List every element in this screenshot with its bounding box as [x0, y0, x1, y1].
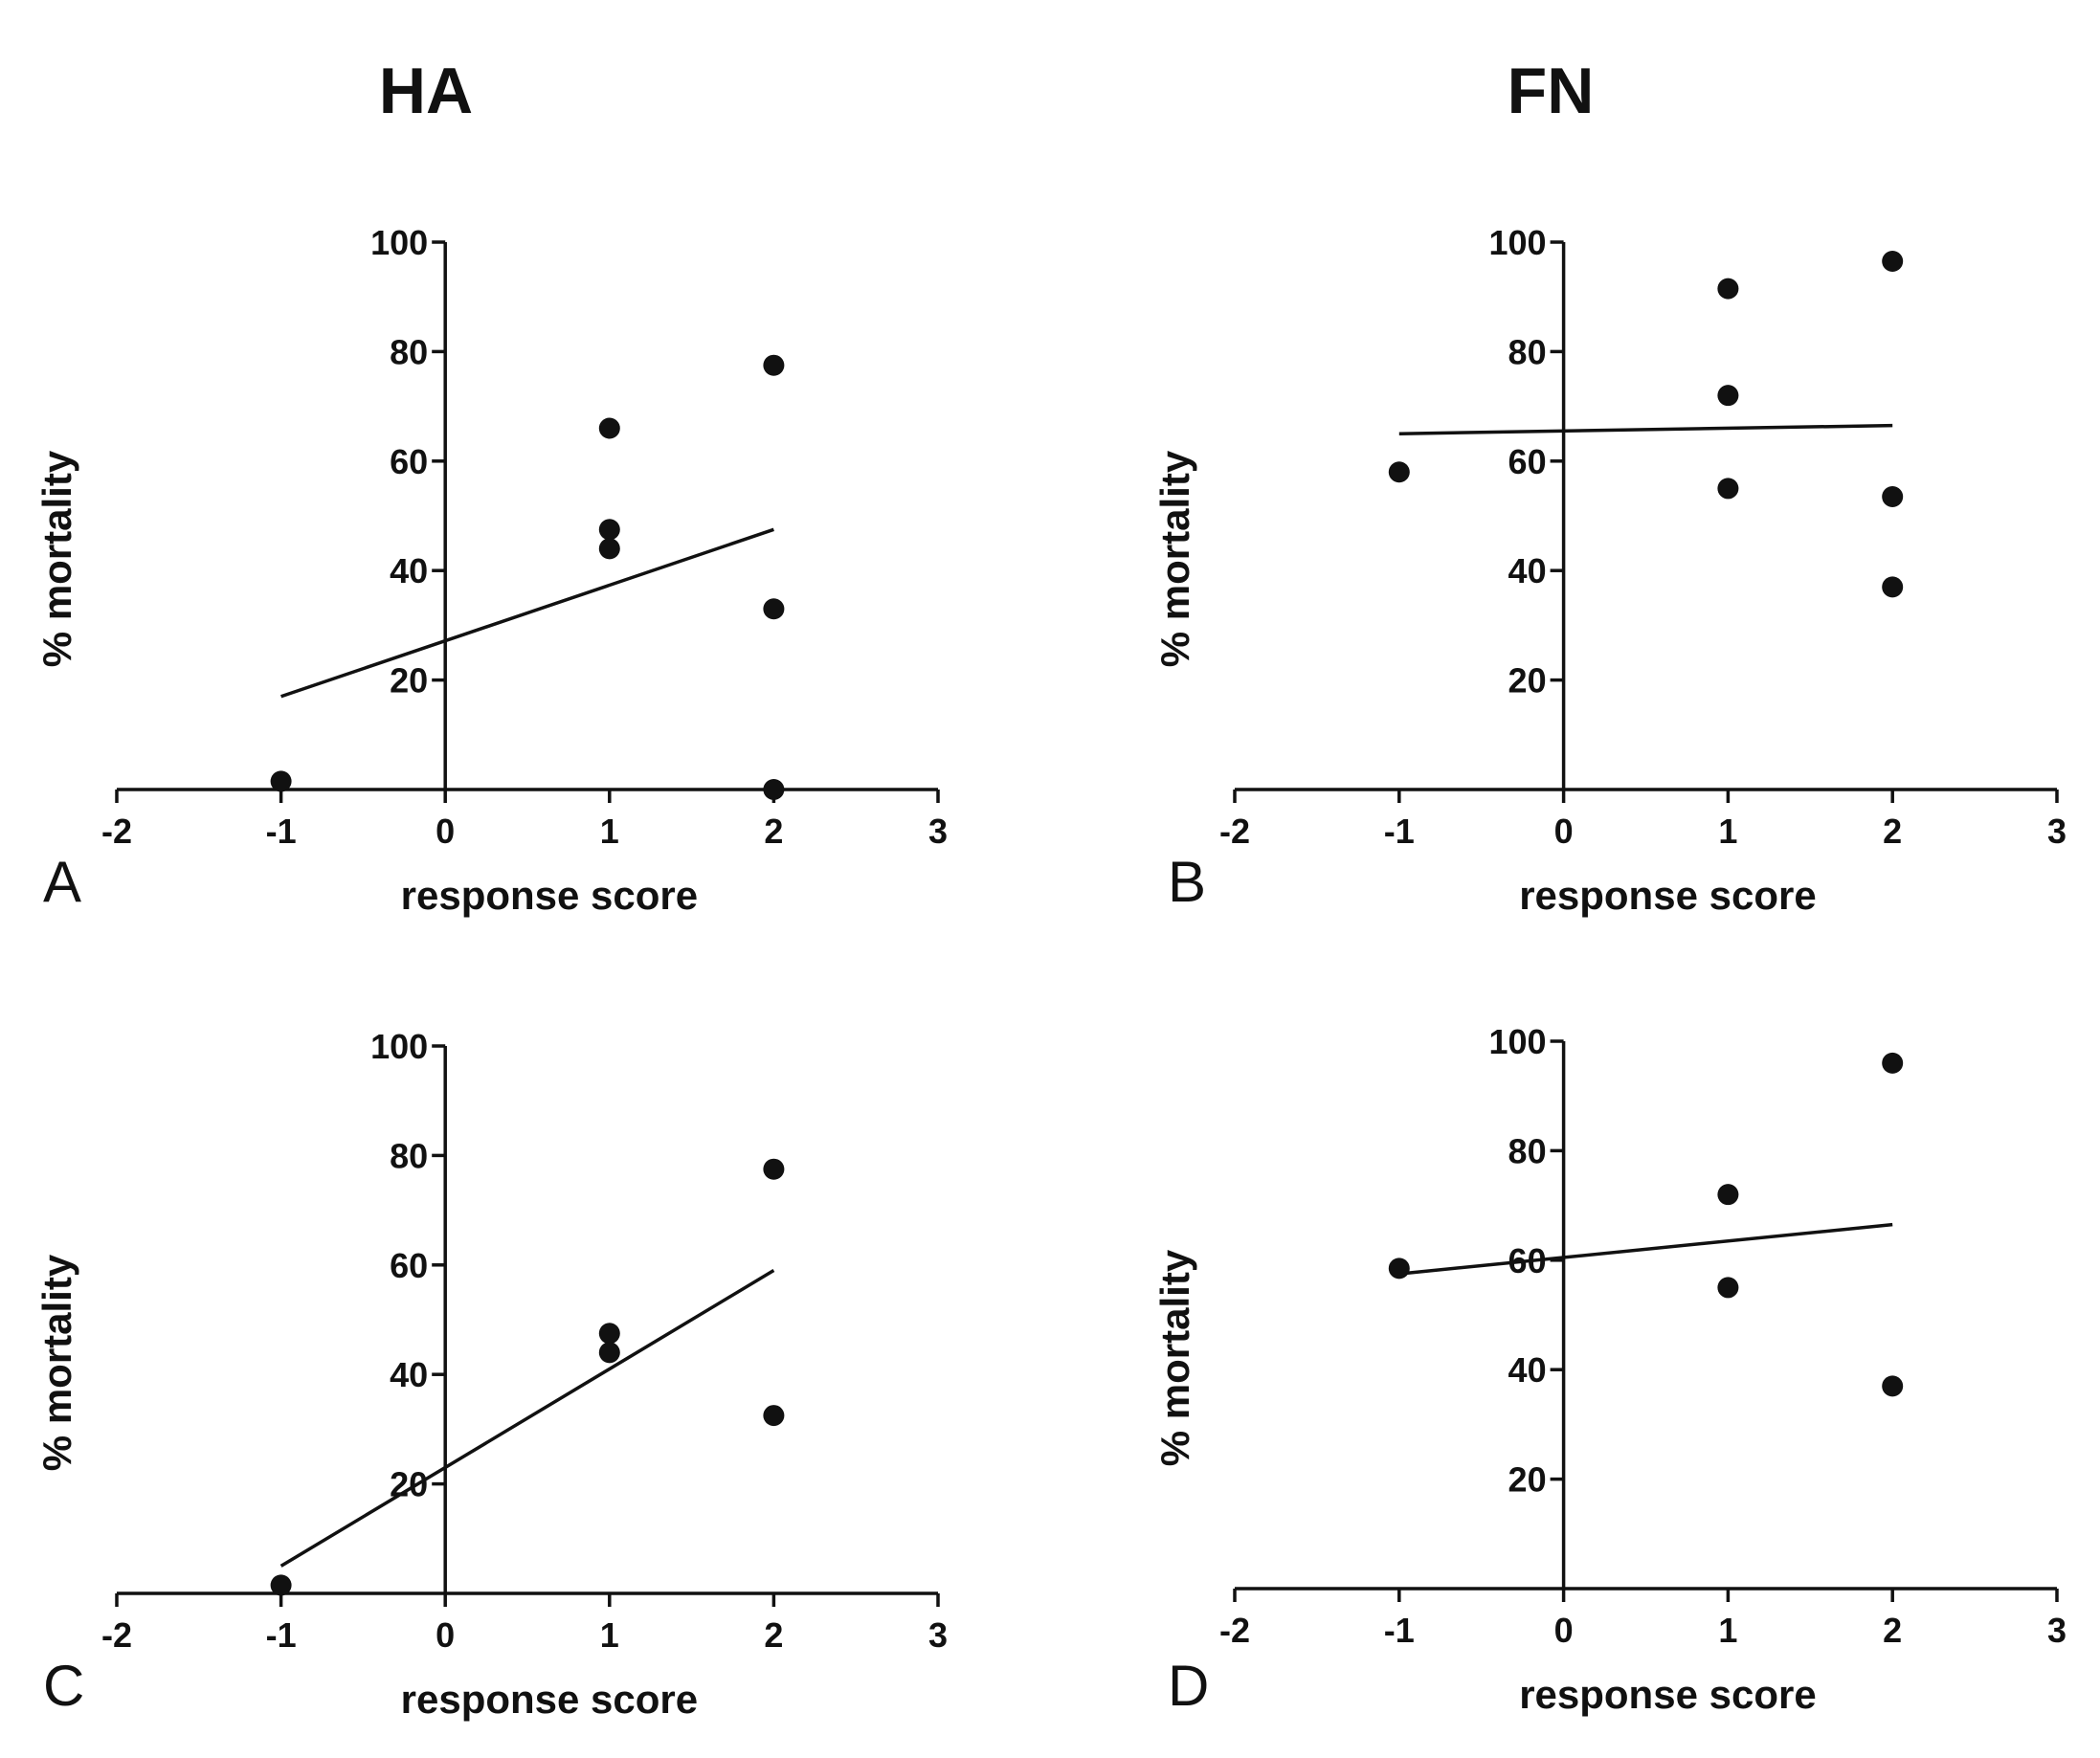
fit-line-d [1398, 1222, 1893, 1276]
x-tick-label-b: -1 [1384, 812, 1415, 851]
x-tick-label-a: 1 [600, 812, 619, 851]
y-tick-label-b: 40 [1508, 551, 1547, 590]
data-point-b [1882, 485, 1904, 507]
data-point-a [598, 519, 620, 541]
x-tick-label-c: 1 [600, 1615, 619, 1655]
x-tick-label-d: 2 [1883, 1611, 1902, 1650]
panel-letter-b: B [1168, 850, 1206, 914]
x-tick-label-c: 3 [928, 1615, 948, 1655]
panel-b: -2 -1 0 1 2 3 20 40 60 80 100 response score % morta… [1152, 223, 2066, 918]
y-tick-label-b: 100 [1489, 223, 1547, 262]
data-point-a [763, 598, 785, 620]
y-tick-label-d: 40 [1508, 1350, 1547, 1390]
fit-line-c [279, 1269, 775, 1568]
data-point-c [598, 1342, 620, 1364]
x-tick-label-d: 0 [1554, 1611, 1574, 1650]
data-point-c [598, 1323, 620, 1345]
y-axis-title-c: % mortality [34, 1254, 79, 1471]
y-axis-title-b: % mortality [1152, 450, 1197, 667]
data-point-d [1882, 1375, 1904, 1397]
fit-line-a [280, 527, 774, 699]
data-point-b [1882, 576, 1904, 598]
data-point-b [1388, 461, 1410, 483]
y-tick-label-a: 20 [390, 661, 428, 701]
x-tick-label-b: 2 [1883, 812, 1902, 851]
x-axis-title-b: response score [1519, 873, 1817, 918]
x-tick-label-d: -1 [1384, 1611, 1415, 1650]
y-axis-title-a: % mortality [34, 450, 79, 667]
data-point-c [270, 1574, 292, 1596]
data-point-c [763, 1405, 785, 1427]
x-tick-label-b: 3 [2047, 812, 2066, 851]
panel-letter-d: D [1168, 1654, 1209, 1718]
data-point-a [763, 779, 785, 800]
y-tick-label-d: 100 [1489, 1022, 1547, 1061]
x-axis-title-d: response score [1519, 1672, 1817, 1717]
panel-letter-c: C [43, 1654, 84, 1718]
x-tick-label-a: -2 [101, 812, 132, 851]
y-tick-label-a: 100 [370, 223, 428, 262]
data-point-a [763, 354, 785, 376]
y-tick-label-d: 80 [1508, 1131, 1547, 1170]
y-tick-label-b: 80 [1508, 332, 1547, 371]
y-axis-title-d: % mortality [1152, 1249, 1197, 1466]
x-tick-label-a: -1 [266, 812, 297, 851]
y-tick-label-a: 40 [390, 551, 428, 590]
x-tick-label-c: 2 [764, 1615, 783, 1655]
data-point-b [1717, 278, 1739, 300]
x-tick-label-c: -1 [266, 1615, 297, 1655]
x-tick-label-a: 2 [764, 812, 783, 851]
data-point-b [1717, 478, 1739, 500]
data-point-a [598, 417, 620, 439]
y-tick-label-c: 80 [390, 1136, 428, 1175]
x-axis-title-a: response score [401, 873, 699, 918]
data-point-d [1388, 1257, 1410, 1280]
x-tick-label-c: 0 [436, 1615, 455, 1655]
y-tick-label-c: 60 [390, 1246, 428, 1285]
y-tick-label-c: 40 [390, 1355, 428, 1394]
data-point-a [598, 538, 620, 560]
panel-a: -2 -1 0 1 2 3 20 40 60 80 100 response score % morta… [34, 223, 948, 918]
x-tick-label-d: 1 [1718, 1611, 1737, 1650]
x-tick-label-c: -2 [101, 1615, 132, 1655]
y-tick-label-c: 100 [370, 1027, 428, 1066]
y-tick-label-b: 60 [1508, 442, 1547, 481]
y-tick-label-a: 60 [390, 442, 428, 481]
x-tick-label-b: 0 [1554, 812, 1574, 851]
data-point-c [763, 1158, 785, 1180]
x-tick-label-d: 3 [2047, 1611, 2066, 1650]
fit-line-b [1398, 423, 1893, 435]
x-tick-label-a: 0 [436, 812, 455, 851]
panel-letter-a: A [43, 850, 81, 914]
data-point-b [1882, 251, 1904, 273]
data-point-d [1882, 1052, 1904, 1074]
data-point-d [1717, 1277, 1739, 1299]
x-tick-label-b: 1 [1718, 812, 1737, 851]
x-tick-label-b: -2 [1219, 812, 1250, 851]
data-point-d [1717, 1184, 1739, 1206]
y-tick-label-a: 80 [390, 332, 428, 371]
x-tick-label-a: 3 [928, 812, 948, 851]
column-title-fn: FN [1508, 55, 1595, 127]
column-title-ha: HA [379, 55, 473, 127]
data-point-b [1717, 385, 1739, 407]
x-tick-label-d: -2 [1219, 1611, 1250, 1650]
data-point-a [270, 770, 292, 792]
y-tick-label-d: 20 [1508, 1460, 1547, 1500]
y-tick-label-b: 20 [1508, 661, 1547, 701]
x-axis-title-c: response score [401, 1677, 699, 1722]
